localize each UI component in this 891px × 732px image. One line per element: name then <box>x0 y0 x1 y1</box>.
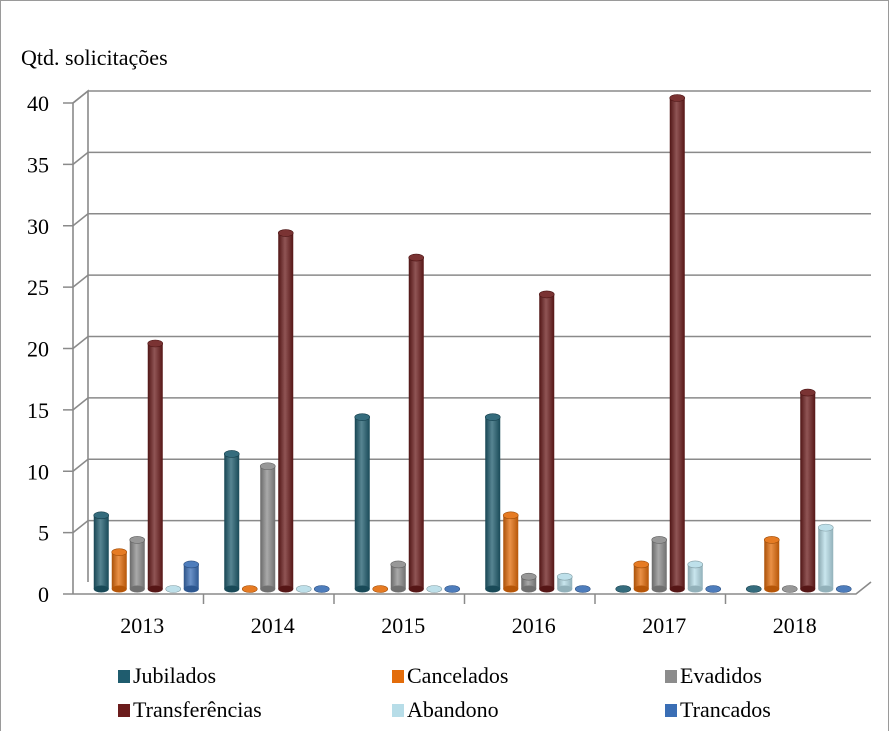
legend-item: Abandono <box>392 697 499 722</box>
bar <box>93 511 110 593</box>
y-tick-label: 20 <box>27 337 49 362</box>
bar <box>484 413 501 593</box>
axes <box>63 89 872 604</box>
legend-item: Trancados <box>665 697 771 722</box>
legend-item: Evadidos <box>665 663 762 688</box>
gridline <box>72 397 871 411</box>
gridline <box>72 212 871 227</box>
bar <box>538 290 555 593</box>
bar <box>354 413 371 593</box>
bar <box>633 560 650 593</box>
bar <box>241 585 258 593</box>
y-tick-label: 0 <box>38 582 49 607</box>
bar <box>223 450 240 593</box>
bar <box>390 560 407 593</box>
legend-swatch <box>665 704 677 717</box>
bar <box>669 94 686 593</box>
legend-label: Transferências <box>133 697 262 722</box>
x-tick-label: 2015 <box>381 613 425 638</box>
bar <box>259 462 276 593</box>
y-axis <box>72 89 89 594</box>
bar <box>372 585 389 593</box>
y-tick-label: 5 <box>38 521 49 546</box>
legend-swatch <box>118 704 130 717</box>
bar <box>615 585 632 593</box>
bar <box>277 229 294 593</box>
legend-item: Cancelados <box>392 663 508 688</box>
bar <box>426 585 443 593</box>
bars <box>93 94 852 593</box>
bar <box>502 511 519 593</box>
bar <box>763 536 780 593</box>
legend-swatch <box>392 670 404 683</box>
gridline <box>72 151 871 165</box>
gridline <box>72 274 871 288</box>
x-tick-label: 2013 <box>120 613 164 638</box>
y-tick-label: 35 <box>27 152 49 177</box>
legend-swatch <box>118 670 130 683</box>
legend-label: Abandono <box>407 697 499 722</box>
bar <box>111 548 128 593</box>
bar <box>408 253 425 593</box>
y-tick-labels: 0 5 10 15 20 25 30 35 40 <box>27 91 49 607</box>
bar <box>835 585 852 593</box>
bar <box>313 585 330 593</box>
bar <box>781 585 798 593</box>
x-tick-label: 2018 <box>773 613 817 638</box>
bar <box>687 560 704 593</box>
y-tick-label: 15 <box>27 398 49 423</box>
y-axis-label: Qtd. solicitações <box>21 45 168 70</box>
legend-label: Cancelados <box>407 663 508 688</box>
legend-label: Evadidos <box>680 663 762 688</box>
y-tick-label: 10 <box>27 459 49 484</box>
bar <box>705 585 722 593</box>
legend-label: Jubilados <box>133 663 216 688</box>
bar <box>129 536 146 593</box>
y-tick-label: 25 <box>27 275 49 300</box>
x-tick-label: 2017 <box>642 613 686 638</box>
bar <box>183 560 200 593</box>
y-tick-label: 40 <box>27 91 49 116</box>
bar <box>295 585 312 593</box>
bar <box>520 572 537 593</box>
bar <box>745 585 762 593</box>
bar <box>444 585 461 593</box>
gridline <box>72 519 871 534</box>
x-tick-label: 2014 <box>251 613 295 638</box>
legend-item: Jubilados <box>118 663 216 688</box>
legend-swatch <box>392 704 404 717</box>
legend: Jubilados Cancelados Evadidos Transferência… <box>118 663 771 722</box>
bar <box>574 585 591 593</box>
gridline <box>72 90 871 104</box>
gridline <box>72 458 871 472</box>
bar <box>651 536 668 593</box>
bar <box>817 523 834 593</box>
x-tick-label: 2016 <box>512 613 556 638</box>
x-tick-labels: 2013 2014 2015 2016 2017 2018 <box>120 613 817 638</box>
bar <box>556 572 573 593</box>
bar <box>799 388 816 593</box>
y-tick-label: 30 <box>27 214 49 239</box>
bar <box>165 585 182 593</box>
legend-item: Transferências <box>118 697 262 722</box>
gridline <box>72 335 871 350</box>
legend-swatch <box>665 670 677 683</box>
bar <box>147 339 164 593</box>
legend-label: Trancados <box>680 697 771 722</box>
gridlines <box>72 90 871 534</box>
